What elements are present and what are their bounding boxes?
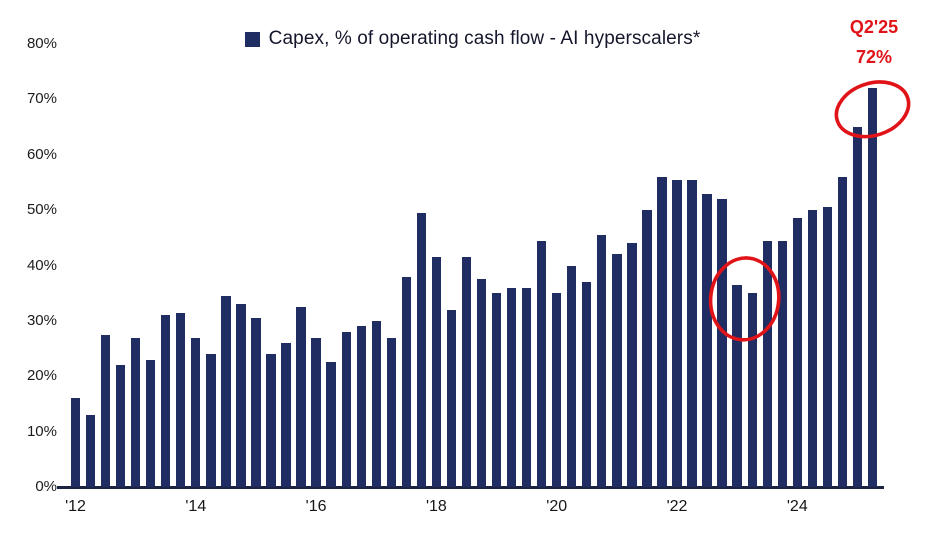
bar-Q2'14 bbox=[206, 354, 216, 487]
bar-Q2'15 bbox=[266, 354, 276, 487]
bar-Q2'21 bbox=[627, 243, 637, 487]
y-axis-label: 60% bbox=[26, 145, 57, 163]
bar-Q3'12 bbox=[100, 334, 111, 487]
bar-Q3'14 bbox=[221, 296, 231, 487]
bar-Q3'20 bbox=[582, 282, 592, 487]
y-axis-label: 50% bbox=[26, 201, 57, 219]
bar-Q3'21 bbox=[642, 210, 652, 487]
bar-Q1'24 bbox=[792, 218, 802, 487]
bar-Q1'21 bbox=[612, 254, 622, 487]
bar-Q4'12 bbox=[115, 365, 126, 487]
bar-Q3'23 bbox=[762, 240, 772, 487]
bar-Q1'23 bbox=[732, 284, 742, 487]
bar-Q2'24 bbox=[807, 210, 817, 487]
bar-Q1'18 bbox=[431, 257, 442, 487]
plot-area bbox=[68, 44, 911, 487]
bar-Q4'16 bbox=[356, 326, 366, 487]
bar-Q4'24 bbox=[837, 176, 848, 487]
y-axis: 0% 10% 20% 30% 40% 50% 60% 70% 80% bbox=[0, 35, 57, 495]
x-axis-line bbox=[57, 486, 884, 489]
bar-Q2'22 bbox=[687, 179, 697, 487]
annotation-overlay bbox=[708, 80, 911, 342]
bar-Q1'25 bbox=[852, 127, 863, 487]
y-axis-label: 80% bbox=[26, 35, 57, 52]
peak-annotation-value: 72% bbox=[855, 47, 893, 67]
bar-Q3'22 bbox=[702, 193, 712, 487]
y-axis-label: 70% bbox=[26, 90, 57, 108]
bar-Q3'18 bbox=[461, 257, 472, 487]
bar-Q1'19 bbox=[491, 293, 502, 487]
bar-Q1'15 bbox=[251, 318, 261, 487]
x-axis-label: '12 bbox=[65, 498, 86, 515]
y-axis-label: 20% bbox=[26, 367, 57, 385]
bar-Q4'13 bbox=[176, 312, 186, 487]
bar-Q4'14 bbox=[236, 304, 246, 487]
bar-Q2'25 bbox=[867, 88, 878, 487]
x-axis-label: '18 bbox=[425, 498, 447, 515]
bar-Q4'18 bbox=[476, 279, 487, 487]
bar-Q1'16 bbox=[311, 337, 321, 487]
bar-Q4'19 bbox=[537, 240, 547, 487]
bar-Q1'14 bbox=[191, 337, 201, 487]
bar-Q4'23 bbox=[777, 240, 787, 487]
bar-Q3'24 bbox=[822, 207, 833, 487]
bar-Q2'17 bbox=[386, 337, 396, 487]
y-axis-label: 10% bbox=[26, 422, 57, 440]
x-axis-label: '22 bbox=[666, 498, 688, 515]
y-axis-label: 0% bbox=[35, 478, 57, 495]
bar-Q2'20 bbox=[567, 265, 577, 487]
bar-Q3'17 bbox=[401, 276, 411, 487]
x-axis: '12 '14 '16 '18 '20 '22 '24 bbox=[65, 498, 880, 522]
bar-Q4'22 bbox=[717, 199, 727, 487]
bar-Q1'13 bbox=[131, 337, 141, 487]
bar-Q2'19 bbox=[506, 287, 517, 487]
bar-Q3'15 bbox=[281, 343, 291, 487]
legend-swatch-icon bbox=[244, 31, 260, 47]
bar-Q1'17 bbox=[371, 320, 381, 487]
x-axis-label: '14 bbox=[185, 498, 207, 515]
bar-Q1'22 bbox=[672, 179, 682, 487]
legend: Capex, % of operating cash flow - AI hyp… bbox=[0, 28, 945, 50]
bar-Q1'20 bbox=[552, 293, 562, 487]
bar-Q4'20 bbox=[597, 235, 607, 487]
x-axis-label: '20 bbox=[546, 498, 568, 515]
y-axis-label: 40% bbox=[26, 256, 57, 274]
bar-Q2'16 bbox=[326, 362, 336, 487]
bar-Q4'21 bbox=[657, 176, 667, 487]
bar-Q3'19 bbox=[521, 287, 532, 487]
y-axis-label: 30% bbox=[26, 311, 57, 329]
bar-Q3'16 bbox=[341, 332, 351, 487]
bar-Q4'15 bbox=[296, 307, 306, 487]
bar-Q2'23 bbox=[747, 293, 757, 487]
x-axis-label: '24 bbox=[786, 498, 808, 515]
bar-Q2'12 bbox=[85, 415, 96, 487]
bar-Q4'17 bbox=[416, 212, 427, 487]
legend-label: Capex, % of operating cash flow - AI hyp… bbox=[268, 28, 701, 49]
peak-annotation-quarter: Q2'25 bbox=[849, 17, 899, 37]
bar-Q3'13 bbox=[161, 315, 171, 487]
bar-Q2'13 bbox=[146, 359, 156, 487]
x-axis-label: '16 bbox=[305, 498, 327, 515]
peak-annotation-label: Q2'25 72% bbox=[822, 12, 926, 72]
bar-Q1'12 bbox=[70, 398, 81, 487]
bar-Q2'18 bbox=[446, 309, 457, 487]
